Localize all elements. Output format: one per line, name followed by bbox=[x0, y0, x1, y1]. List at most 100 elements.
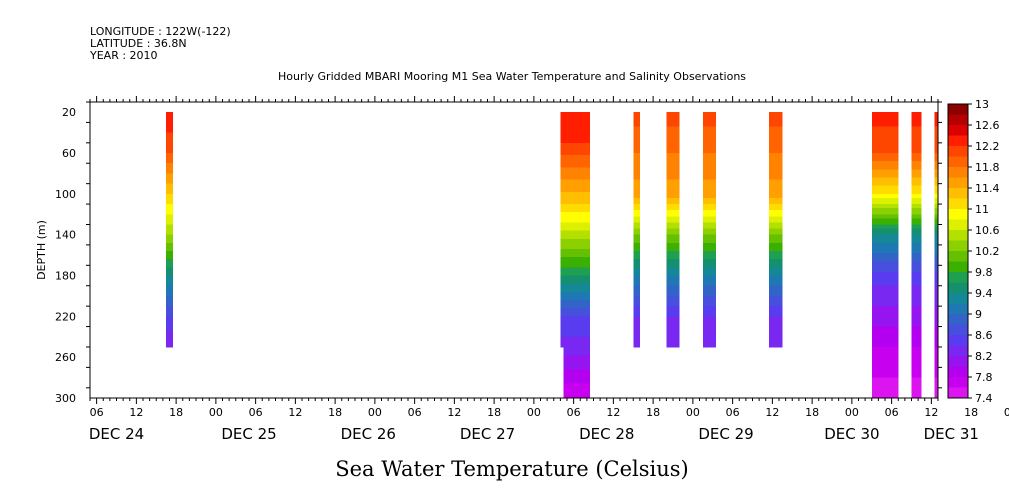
data-cell bbox=[166, 328, 173, 332]
data-cell bbox=[911, 173, 922, 177]
data-cell bbox=[911, 389, 922, 393]
data-cell bbox=[871, 279, 899, 283]
data-cell bbox=[934, 365, 938, 368]
data-cell bbox=[934, 273, 938, 277]
data-cell bbox=[563, 367, 591, 371]
data-cell bbox=[871, 118, 899, 121]
colorbar-swatch bbox=[948, 135, 968, 147]
latitude-label: LATITUDE : 36.8N bbox=[90, 37, 187, 50]
data-cell bbox=[769, 281, 783, 285]
data-cell bbox=[702, 302, 717, 305]
data-cell bbox=[769, 340, 783, 344]
colorbar-swatch bbox=[948, 366, 968, 378]
data-cell bbox=[769, 159, 783, 162]
data-cell bbox=[911, 365, 922, 368]
data-cell bbox=[563, 383, 591, 387]
x-tick-label: 18 bbox=[169, 406, 183, 419]
data-cell bbox=[702, 148, 717, 152]
data-cell bbox=[666, 332, 680, 336]
data-cell bbox=[666, 230, 680, 234]
data-cell bbox=[702, 251, 717, 254]
data-cell bbox=[769, 291, 783, 295]
data-cell bbox=[769, 146, 783, 150]
data-cell bbox=[666, 273, 680, 277]
data-cell bbox=[911, 114, 922, 117]
data-cell bbox=[911, 346, 922, 350]
data-cell bbox=[769, 128, 783, 132]
data-cell bbox=[633, 302, 640, 305]
data-cell bbox=[934, 126, 938, 130]
data-cell bbox=[633, 134, 640, 138]
data-cell bbox=[563, 326, 591, 330]
data-cell bbox=[911, 375, 922, 379]
data-cell bbox=[769, 171, 783, 175]
data-cell bbox=[769, 199, 783, 203]
data-cell bbox=[934, 230, 938, 234]
data-cell bbox=[871, 308, 899, 311]
data-cell bbox=[563, 393, 591, 397]
data-cell bbox=[633, 269, 640, 273]
data-cell bbox=[934, 267, 938, 270]
data-cell bbox=[563, 150, 591, 154]
data-cell bbox=[666, 193, 680, 197]
data-cell bbox=[934, 251, 938, 254]
data-cell bbox=[666, 208, 680, 211]
data-cell bbox=[911, 130, 922, 134]
data-cell bbox=[563, 346, 591, 350]
data-cell bbox=[769, 255, 783, 258]
data-cell bbox=[911, 285, 922, 289]
data-cell bbox=[633, 267, 640, 270]
data-cell bbox=[166, 314, 173, 317]
data-cell bbox=[166, 189, 173, 193]
data-cell bbox=[911, 189, 922, 193]
data-cell bbox=[934, 285, 938, 289]
data-cell bbox=[633, 334, 640, 338]
data-cell bbox=[934, 161, 938, 164]
data-cell bbox=[934, 318, 938, 322]
data-cell bbox=[934, 144, 938, 148]
data-cell bbox=[871, 281, 899, 285]
data-cell bbox=[563, 185, 591, 189]
data-cell bbox=[911, 267, 922, 270]
data-cell bbox=[769, 302, 783, 305]
data-cell bbox=[666, 214, 680, 217]
data-cell bbox=[166, 202, 173, 205]
data-cell bbox=[911, 248, 922, 252]
data-cell bbox=[934, 204, 938, 207]
data-cell bbox=[934, 297, 938, 301]
data-cell bbox=[871, 357, 899, 360]
data-cell bbox=[871, 293, 899, 297]
data-cell bbox=[702, 116, 717, 119]
data-cell bbox=[911, 283, 922, 287]
data-cell bbox=[911, 112, 922, 115]
data-cell bbox=[633, 273, 640, 277]
data-cell bbox=[769, 208, 783, 211]
data-cell bbox=[702, 169, 717, 173]
data-cell bbox=[563, 377, 591, 381]
data-cell bbox=[769, 161, 783, 164]
data-cell bbox=[166, 242, 173, 246]
data-cell bbox=[702, 320, 717, 324]
colorbar-label: 8.6 bbox=[975, 329, 993, 342]
data-cell bbox=[934, 271, 938, 275]
data-cell bbox=[871, 242, 899, 246]
data-cell bbox=[563, 210, 591, 213]
data-cell bbox=[769, 234, 783, 238]
data-cell bbox=[871, 138, 899, 142]
data-cell bbox=[563, 175, 591, 179]
data-segment bbox=[702, 112, 717, 348]
data-cell bbox=[563, 373, 591, 377]
data-segment bbox=[166, 112, 173, 348]
data-cell bbox=[563, 114, 591, 117]
data-cell bbox=[769, 197, 783, 201]
colorbar-swatch bbox=[948, 188, 968, 199]
data-cell bbox=[769, 244, 783, 248]
data-cell bbox=[633, 202, 640, 205]
data-cell bbox=[911, 193, 922, 197]
data-cell bbox=[666, 153, 680, 156]
data-cell bbox=[769, 212, 783, 215]
x-tick-label: 06 bbox=[885, 406, 899, 419]
data-cell bbox=[166, 297, 173, 301]
data-cell bbox=[633, 253, 640, 256]
